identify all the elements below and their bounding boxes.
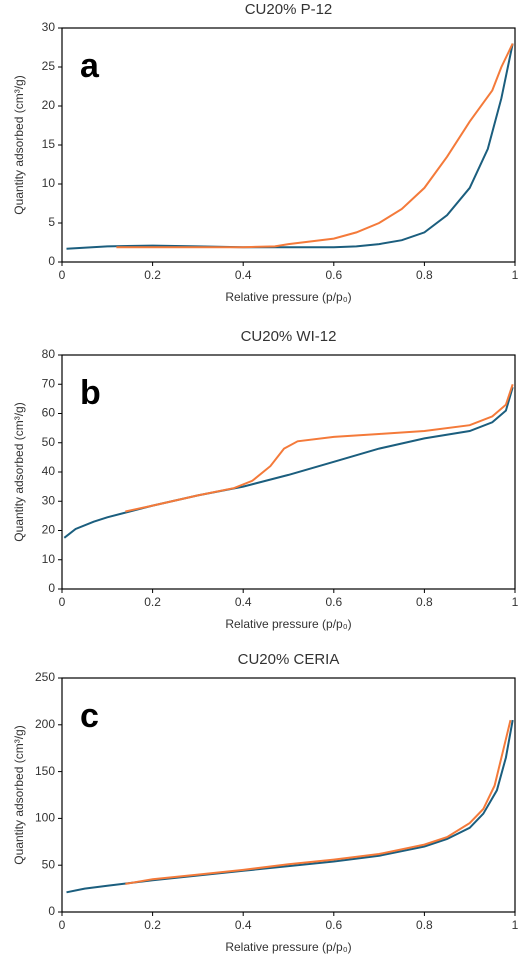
y-tick-label: 40 — [42, 464, 56, 478]
y-tick-label: 25 — [42, 59, 56, 73]
y-tick-label: 30 — [42, 493, 56, 507]
y-tick-label: 150 — [35, 764, 55, 778]
y-axis-label: Quantity adsorbed (cm³/g) — [12, 402, 26, 541]
x-tick-label: 0 — [59, 268, 66, 282]
x-tick-label: 0.6 — [325, 268, 342, 282]
x-tick-label: 0 — [59, 595, 66, 609]
y-tick-label: 15 — [42, 137, 56, 151]
y-tick-label: 80 — [42, 347, 56, 361]
line-series — [66, 43, 514, 250]
line-series — [116, 43, 514, 249]
y-tick-label: 0 — [48, 254, 55, 268]
y-tick-label: 0 — [48, 581, 55, 595]
line-series — [63, 386, 514, 539]
y-tick-label: 10 — [42, 552, 56, 566]
x-tick-label: 0.6 — [325, 918, 342, 932]
x-tick-label: 0.8 — [416, 595, 433, 609]
x-tick-label: 0.2 — [144, 918, 161, 932]
y-tick-label: 250 — [35, 670, 55, 684]
x-tick-label: 1 — [512, 268, 519, 282]
x-tick-label: 0.8 — [416, 268, 433, 282]
x-tick-label: 1 — [512, 595, 519, 609]
x-tick-label: 0.4 — [235, 268, 252, 282]
x-tick-label: 0.4 — [235, 918, 252, 932]
x-axis-label: Relative pressure (p/p₀) — [225, 290, 351, 304]
plot-frame — [61, 677, 516, 913]
line-series — [125, 383, 514, 513]
y-tick-label: 60 — [42, 406, 56, 420]
x-tick-label: 0 — [59, 918, 66, 932]
x-tick-label: 1 — [512, 918, 519, 932]
line-series — [125, 719, 512, 885]
y-axis-label: Quantity adsorbed (cm³/g) — [12, 75, 26, 214]
panel-letter: a — [80, 47, 100, 85]
x-tick-label: 0.2 — [144, 595, 161, 609]
y-tick-label: 30 — [42, 20, 56, 34]
y-tick-label: 50 — [42, 857, 56, 871]
x-tick-label: 0.4 — [235, 595, 252, 609]
y-tick-label: 200 — [35, 717, 55, 731]
x-tick-label: 0.8 — [416, 918, 433, 932]
panel-letter: c — [80, 697, 99, 735]
chart-title: CU20% CERIA — [238, 651, 340, 668]
x-tick-label: 0.6 — [325, 595, 342, 609]
y-tick-label: 10 — [42, 176, 56, 190]
plot-frame — [61, 27, 516, 263]
chart-title: CU20% WI-12 — [241, 328, 337, 345]
plot-frame — [61, 354, 516, 590]
y-tick-label: 100 — [35, 811, 55, 825]
chart-title: CU20% P-12 — [245, 1, 333, 18]
x-tick-label: 0.2 — [144, 268, 161, 282]
y-axis-label: Quantity adsorbed (cm³/g) — [12, 725, 26, 864]
y-tick-label: 0 — [48, 904, 55, 918]
panel-letter: b — [80, 374, 101, 412]
x-axis-label: Relative pressure (p/p₀) — [225, 617, 351, 631]
y-tick-label: 70 — [42, 376, 56, 390]
x-axis-label: Relative pressure (p/p₀) — [225, 940, 351, 954]
y-tick-label: 20 — [42, 523, 56, 537]
y-tick-label: 20 — [42, 98, 56, 112]
line-series — [66, 719, 514, 894]
y-tick-label: 5 — [48, 215, 55, 229]
y-tick-label: 50 — [42, 435, 56, 449]
